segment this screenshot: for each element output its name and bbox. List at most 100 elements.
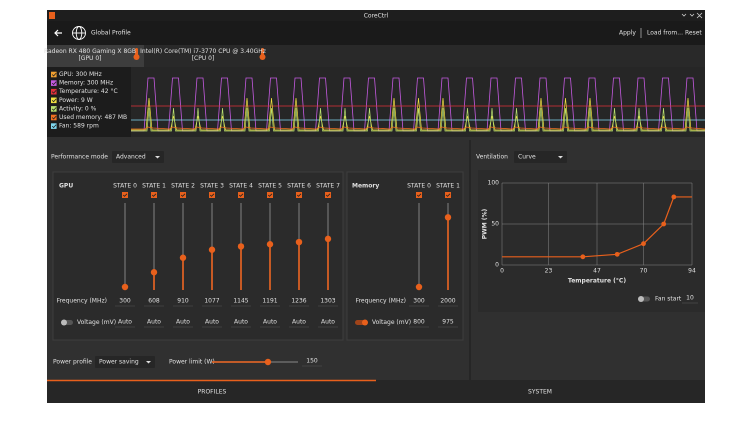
slider-knob[interactable]	[121, 283, 129, 291]
slider-knob[interactable]	[264, 358, 272, 366]
performance-dropdown[interactable]	[112, 151, 164, 163]
voltage-value: Auto	[234, 319, 248, 326]
state-label: STATE 5	[258, 183, 282, 190]
slider-knob[interactable]	[150, 269, 158, 276]
power-profile-dropdown[interactable]	[95, 356, 155, 368]
back-button[interactable]	[54, 29, 62, 37]
curve-point[interactable]	[661, 221, 667, 227]
state-checkbox[interactable]	[151, 192, 157, 198]
state-label: STATE 3	[200, 183, 224, 190]
voltage-value: Auto	[118, 319, 132, 326]
slider-knob[interactable]	[415, 283, 423, 291]
header-action: Apply	[619, 30, 636, 37]
check	[296, 193, 302, 197]
frequency-value: 608	[148, 298, 160, 305]
sensor-label: Temperature: 42 °C	[58, 88, 118, 95]
sensor-label: Activity: 0 %	[59, 105, 97, 112]
check	[51, 115, 57, 120]
sensor-checkbox[interactable]	[51, 106, 57, 112]
slider-knob[interactable]	[324, 235, 332, 243]
curve-point[interactable]	[671, 194, 677, 200]
power-limit-value: 150	[306, 358, 318, 365]
slider-knob[interactable]	[237, 243, 245, 250]
check	[445, 193, 451, 197]
state-checkbox[interactable]	[238, 192, 244, 198]
bottom-tab[interactable]: PROFILES	[198, 389, 227, 396]
caret	[155, 156, 160, 159]
check	[51, 72, 57, 77]
x-axis-label: Temperature (°C)	[568, 278, 626, 285]
state-checkbox[interactable]	[325, 192, 331, 198]
state-label: STATE 0	[113, 183, 137, 190]
sensor-checkbox[interactable]	[51, 97, 57, 104]
globe-icon	[72, 26, 86, 40]
panel-title: GPU	[59, 183, 73, 190]
x-tick-label: 94	[688, 268, 696, 275]
state-checkbox[interactable]	[416, 192, 422, 198]
voltage-value: 800	[413, 319, 425, 326]
sensor-checkbox[interactable]	[51, 88, 57, 95]
slider-knob[interactable]	[179, 254, 187, 261]
window-controls[interactable]	[681, 12, 703, 19]
sensor-checkbox[interactable]	[51, 123, 57, 129]
curve-point[interactable]	[580, 254, 586, 260]
selected-tab[interactable]	[47, 45, 144, 67]
x-tick-label: 70	[640, 268, 648, 275]
device-tab-bar	[47, 45, 705, 67]
voltage-value: Auto	[263, 319, 277, 326]
sensor-checkbox[interactable]	[51, 114, 57, 121]
sensor-label: Power: 9 W	[59, 97, 93, 104]
check	[209, 193, 215, 197]
slider-knob[interactable]	[444, 214, 452, 221]
profile-title: Global Profile	[91, 30, 131, 37]
state-checkbox[interactable]	[122, 192, 128, 198]
bottom-tab-bar	[47, 380, 705, 403]
frequency-value: 1236	[291, 298, 306, 305]
trace	[131, 107, 705, 132]
toggle-knob	[61, 319, 67, 326]
caret	[558, 156, 563, 159]
sensor-checkbox[interactable]	[51, 80, 57, 86]
state-label: STATE 6	[287, 183, 311, 190]
power-profile-dropdown-value: Power saving	[99, 359, 139, 366]
field-label: Voltage (mV)	[372, 319, 411, 326]
check	[51, 90, 57, 94]
tab-name: Intel(R) Core(TM) i7-3770 CPU @ 3.40GHz	[140, 48, 266, 55]
tab-id: [CPU 0]	[192, 55, 215, 62]
check	[238, 193, 244, 197]
panel-title: Memory	[352, 183, 379, 190]
state-checkbox[interactable]	[267, 192, 273, 198]
state-label: STATE 2	[171, 183, 195, 190]
ventilation-dropdown[interactable]	[514, 151, 567, 163]
x-tick-label: 47	[593, 268, 601, 275]
app-icon	[49, 12, 55, 19]
check	[416, 193, 422, 197]
slider-knob[interactable]	[208, 246, 216, 253]
sensor-label: Used memory: 487 MB	[59, 114, 127, 121]
header-action: Load from...	[647, 30, 683, 37]
curve-point[interactable]	[614, 251, 620, 257]
slider-knob[interactable]	[295, 238, 303, 246]
window-title: CoreCtrl	[364, 12, 389, 19]
field-label: Voltage (mV)	[77, 319, 116, 326]
field-label: Performance mode	[51, 154, 108, 161]
check	[267, 193, 273, 197]
curve-point[interactable]	[641, 241, 646, 247]
y-axis-label: PWM (%)	[482, 208, 489, 239]
frequency-value: 1077	[204, 298, 219, 305]
check	[51, 98, 57, 103]
x-tick-label: 0	[500, 268, 504, 275]
fan-curve-panel	[478, 170, 705, 312]
voltage-value: Auto	[321, 319, 335, 326]
state-checkbox[interactable]	[180, 192, 186, 198]
bottom-tab[interactable]: SYSTEM	[528, 389, 552, 396]
state-checkbox[interactable]	[209, 192, 215, 198]
state-checkbox[interactable]	[445, 192, 451, 198]
tab-name: Radeon RX 480 Gaming X 8GB	[44, 48, 136, 55]
frequency-value: 1191	[262, 298, 277, 305]
sensor-checkbox[interactable]	[51, 71, 57, 78]
state-checkbox[interactable]	[296, 192, 302, 198]
slider-knob[interactable]	[266, 241, 274, 248]
x-tick-label: 23	[545, 268, 553, 275]
